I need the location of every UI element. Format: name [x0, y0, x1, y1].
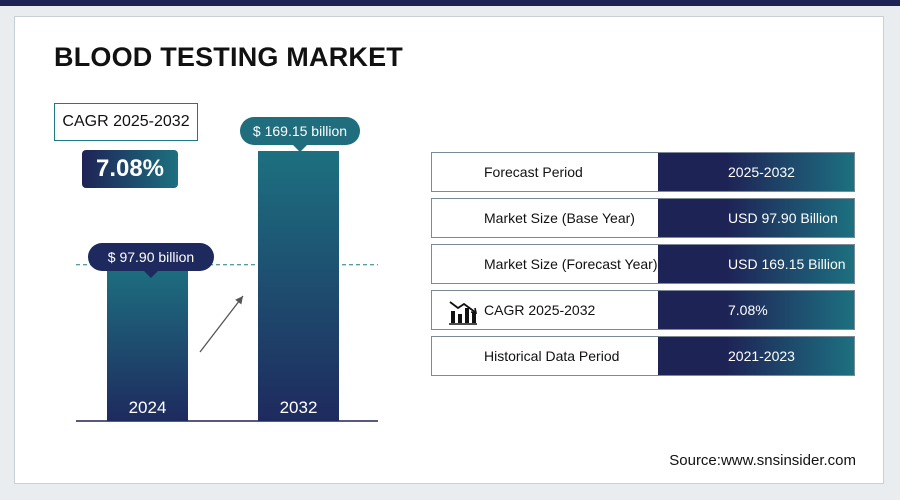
page-title: BLOOD TESTING MARKET [54, 42, 403, 72]
row-label: Market Size (Base Year) [484, 210, 635, 226]
cagr-label-box: CAGR 2025-2032 [54, 103, 198, 141]
row-label: CAGR 2025-2032 [484, 302, 596, 318]
row-label: Historical Data Period [484, 348, 620, 364]
table-row: Historical Data Period 2021-2023 [431, 336, 855, 376]
bar-2024 [107, 264, 188, 421]
bar-chart-decline-icon [449, 301, 478, 325]
top-accent-bar [0, 0, 900, 6]
row-value: USD 169.15 Billion [658, 245, 854, 283]
cagr-value-badge: 7.08% [82, 150, 178, 188]
table-row: Market Size (Base Year) USD 97.90 Billio… [431, 198, 855, 238]
data-label-2024: $ 97.90 billion [88, 243, 214, 278]
source-credit: Source:www.snsinsider.com [669, 452, 856, 469]
row-value: 2025-2032 [658, 153, 854, 191]
x-tick-2024: 2024 [129, 398, 167, 417]
row-label-wrap: CAGR 2025-2032 [432, 291, 658, 329]
x-tick-2032: 2032 [280, 398, 318, 417]
row-value: 2021-2023 [658, 337, 854, 375]
bar-2032 [258, 151, 339, 421]
row-value: 7.08% [658, 291, 854, 329]
table-row: CAGR 2025-2032 7.08% [431, 290, 855, 330]
table-row: Market Size (Forecast Year) USD 169.15 B… [431, 244, 855, 284]
data-label-2032: $ 169.15 billion [240, 117, 360, 152]
row-label: Forecast Period [484, 164, 583, 180]
table-row: Forecast Period 2025-2032 [431, 152, 855, 192]
growth-arrow [199, 295, 244, 353]
row-label: Market Size (Forecast Year) [484, 256, 658, 272]
row-value: USD 97.90 Billion [658, 199, 854, 237]
